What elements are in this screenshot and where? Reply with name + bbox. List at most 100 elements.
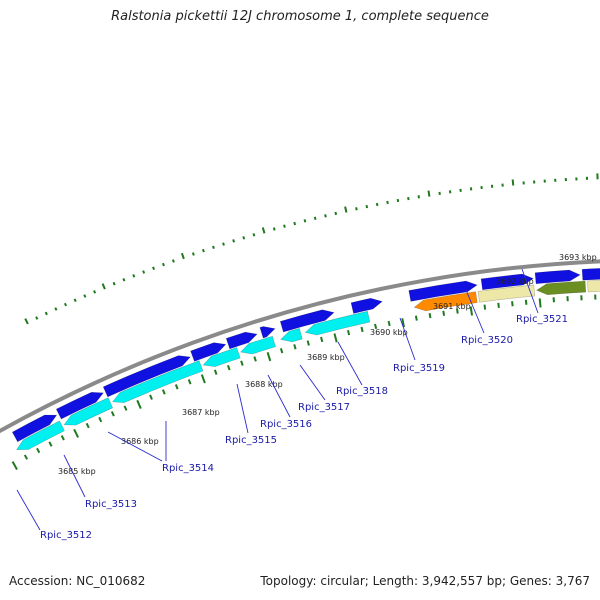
- outer-tick-ring: [24, 173, 599, 325]
- outer-tick: [93, 290, 97, 294]
- outer-tick: [242, 236, 246, 240]
- ruler-tick: [240, 360, 244, 366]
- ruler-label: 3685 kbp: [58, 467, 96, 476]
- outer-tick: [355, 207, 358, 211]
- outer-tick: [24, 318, 29, 325]
- ruler-tick: [48, 441, 53, 447]
- forward-gene: [11, 414, 58, 443]
- ruler-label: 3686 kbp: [121, 437, 159, 446]
- outer-tick: [313, 216, 317, 220]
- forward-gene: [190, 342, 227, 362]
- gene-label: Rpic_3516: [260, 419, 312, 430]
- outer-tick: [252, 233, 256, 237]
- reverse-gene-orange: [413, 291, 478, 312]
- leader-line: [16, 489, 41, 531]
- outer-tick: [365, 204, 369, 209]
- ruler-tick: [73, 428, 79, 438]
- gene-label: Rpic_3514: [162, 463, 214, 474]
- outer-tick: [344, 206, 348, 213]
- leader-line: [465, 289, 485, 334]
- ruler-tick: [213, 369, 218, 375]
- map-title: Ralstonia pickettii 12J chromosome 1, co…: [111, 9, 489, 24]
- outer-tick: [375, 202, 379, 207]
- ruler-label: 3688 kbp: [245, 380, 283, 389]
- outer-tick: [283, 224, 286, 228]
- leader-line: [236, 383, 249, 434]
- ruler-tick: [401, 318, 405, 328]
- outer-tick: [152, 266, 155, 271]
- outer-tick: [261, 227, 266, 234]
- ruler-tick: [293, 344, 297, 350]
- ruler-tick: [455, 308, 459, 314]
- outer-tick: [171, 259, 175, 263]
- leader-line: [299, 364, 326, 401]
- leader-line: [521, 268, 539, 314]
- ruler-tick: [253, 356, 257, 362]
- reverse-gene-olive: [535, 280, 587, 296]
- reverse-gene-khaki: [477, 284, 536, 303]
- ruler-tick: [98, 416, 103, 423]
- reverse-gene: [202, 347, 241, 367]
- outer-tick: [396, 198, 400, 203]
- topology-summary: Topology: circular; Length: 3,942,557 bp…: [260, 574, 590, 588]
- reverse-gene: [16, 420, 65, 451]
- ruler-tick: [174, 384, 179, 390]
- outer-tick: [54, 307, 58, 311]
- outer-tick: [232, 239, 236, 243]
- gene-label: Rpic_3519: [393, 363, 445, 374]
- gene-label: Rpic_3515: [225, 435, 277, 446]
- outer-tick: [272, 227, 276, 231]
- ruler-tick: [428, 312, 432, 319]
- reverse-gene: [63, 397, 114, 426]
- ruler-tick: [85, 422, 90, 429]
- ruler-label: 3687 kbp: [182, 408, 220, 417]
- outer-tick: [73, 298, 77, 303]
- ruler-tick: [414, 315, 418, 321]
- forward-gene: [279, 309, 335, 333]
- ruler-label: 3690 kbp: [370, 328, 408, 337]
- ruler-tick: [23, 454, 29, 460]
- ruler-tick: [333, 333, 338, 343]
- ruler-tick: [320, 336, 324, 343]
- leader-line: [399, 317, 416, 361]
- ruler-tick: [538, 298, 542, 308]
- forward-gene: [480, 273, 534, 291]
- forward-gene: [350, 298, 383, 314]
- ruler-tick: [469, 306, 474, 316]
- outer-tick: [324, 214, 327, 218]
- forward-gene: [259, 326, 276, 339]
- gene-label: Rpic_3513: [85, 499, 137, 510]
- outer-tick: [161, 262, 165, 267]
- forward-gene: [225, 331, 258, 350]
- outer-tick: [83, 294, 87, 298]
- gene-label: Rpic_3518: [336, 386, 388, 397]
- outer-tick: [44, 311, 48, 316]
- forward-gene: [102, 355, 191, 398]
- ruler-tick: [279, 348, 284, 354]
- ruler-tick: [442, 310, 446, 316]
- ruler-tick: [36, 447, 41, 454]
- ruler-tick: [136, 399, 142, 409]
- ruler-tick: [110, 411, 115, 417]
- outer-tick: [180, 252, 185, 260]
- ruler-tick: [187, 379, 192, 385]
- leader-line: [63, 454, 86, 498]
- ruler-tick: [266, 352, 272, 362]
- outer-tick: [222, 242, 225, 246]
- outer-tick: [112, 281, 116, 286]
- ruler-labels: 3685 kbp 3686 kbp 3687 kbp 3688 kbp 3689…: [58, 253, 597, 476]
- outer-tick: [101, 283, 106, 290]
- forward-gene: [55, 391, 104, 420]
- gene-track: [11, 268, 600, 451]
- ruler-tick: [123, 405, 128, 411]
- backbone-arc: [0, 259, 600, 434]
- ruler-tick: [149, 394, 153, 400]
- ruler-label: 3692 kbp: [496, 277, 534, 286]
- outer-tick: [303, 219, 307, 223]
- ruler-label: 3691 kbp: [433, 302, 471, 311]
- outer-tick: [427, 190, 431, 197]
- accession-label: Accession: NC_010682: [9, 574, 146, 588]
- ruler-tick: [346, 329, 351, 336]
- reverse-gene-khaki: [587, 280, 600, 293]
- ruler-tick: [11, 461, 18, 470]
